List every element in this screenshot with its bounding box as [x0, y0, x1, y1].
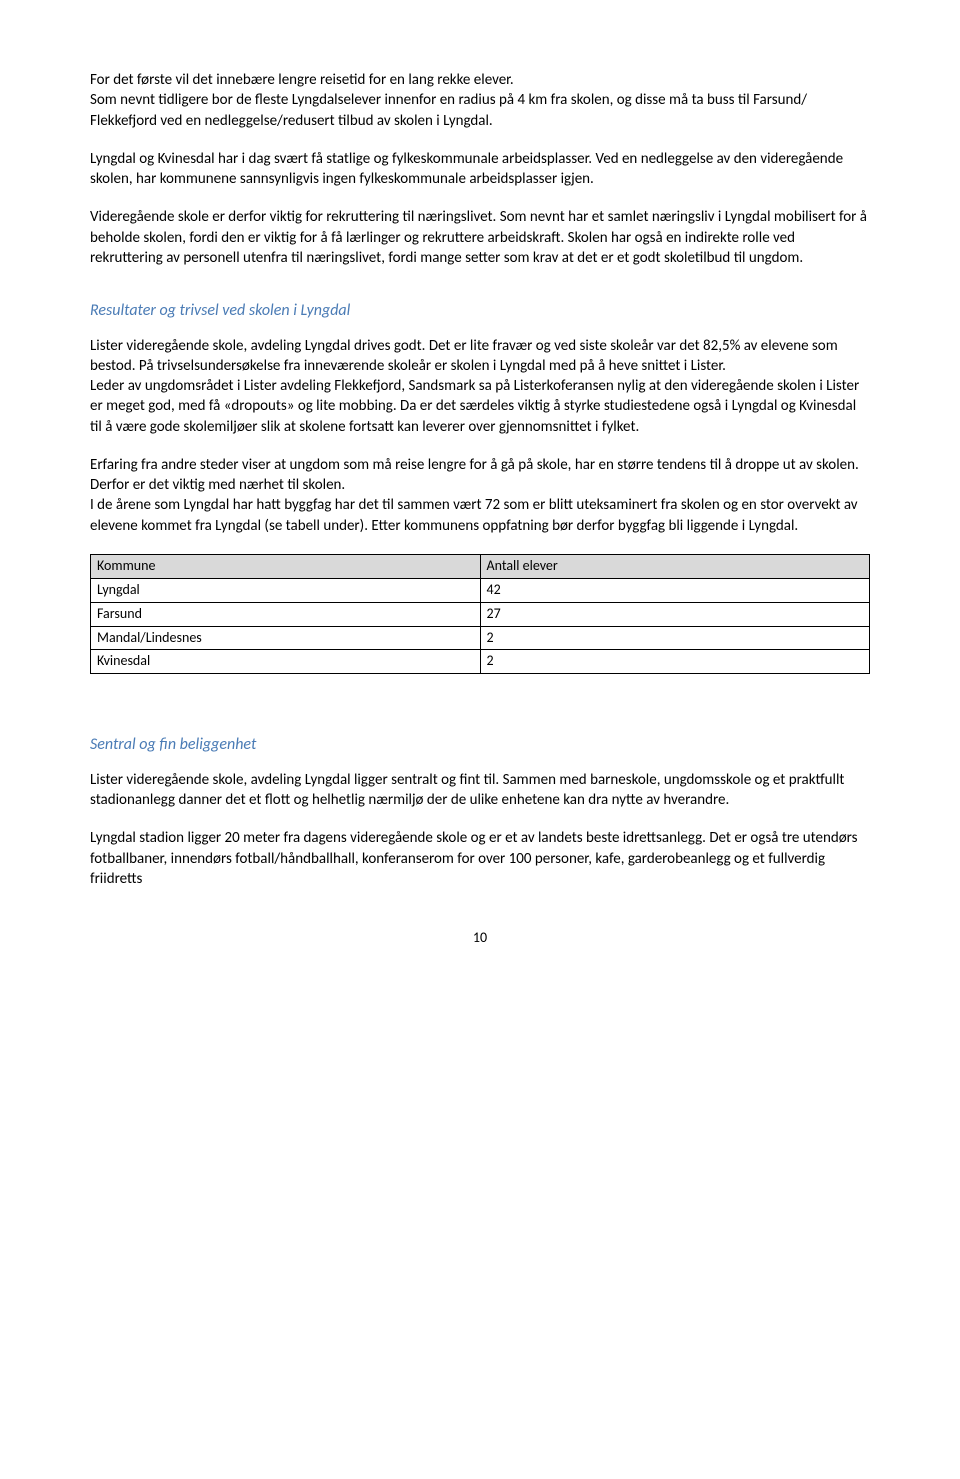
- table-row: Mandal/Lindesnes 2: [91, 626, 870, 650]
- paragraph: Lister videregående skole, avdeling Lyng…: [90, 336, 870, 437]
- paragraph: Lister videregående skole, avdeling Lyng…: [90, 770, 870, 811]
- table-row: Lyngdal 42: [91, 578, 870, 602]
- section-heading-results: Resultater og trivsel ved skolen i Lyngd…: [90, 300, 870, 322]
- text-line: Erfaring fra andre steder viser at ungdo…: [90, 456, 859, 494]
- document-page: For det første vil det innebære lengre r…: [0, 0, 960, 988]
- section-heading-location: Sentral og fin beliggenhet: [90, 734, 870, 756]
- students-table: Kommune Antall elever Lyngdal 42 Farsund…: [90, 554, 870, 674]
- table-cell: 2: [480, 650, 870, 674]
- text-line: Leder av ungdomsrådet i Lister avdeling …: [90, 377, 859, 436]
- table-cell: Lyngdal: [91, 578, 481, 602]
- table-row: Kvinesdal 2: [91, 650, 870, 674]
- page-number: 10: [90, 929, 870, 948]
- table-cell: Mandal/Lindesnes: [91, 626, 481, 650]
- table-cell: 42: [480, 578, 870, 602]
- text-line: For det første vil det innebære lengre r…: [90, 71, 514, 89]
- text-line: Lister videregående skole, avdeling Lyng…: [90, 337, 838, 375]
- table-cell: 2: [480, 626, 870, 650]
- table-header-cell: Kommune: [91, 554, 481, 578]
- table-cell: Kvinesdal: [91, 650, 481, 674]
- text-line: I de årene som Lyngdal har hatt byggfag …: [90, 496, 858, 534]
- table-cell: 27: [480, 602, 870, 626]
- paragraph: Lyngdal og Kvinesdal har i dag svært få …: [90, 149, 870, 190]
- table-row: Farsund 27: [91, 602, 870, 626]
- text-line: Som nevnt tidligere bor de fleste Lyngda…: [90, 91, 807, 129]
- table-header-row: Kommune Antall elever: [91, 554, 870, 578]
- paragraph: Videregående skole er derfor viktig for …: [90, 207, 870, 268]
- table-cell: Farsund: [91, 602, 481, 626]
- paragraph: For det første vil det innebære lengre r…: [90, 70, 870, 131]
- paragraph: Lyngdal stadion ligger 20 meter fra dage…: [90, 828, 870, 889]
- paragraph: Erfaring fra andre steder viser at ungdo…: [90, 455, 870, 536]
- table-header-cell: Antall elever: [480, 554, 870, 578]
